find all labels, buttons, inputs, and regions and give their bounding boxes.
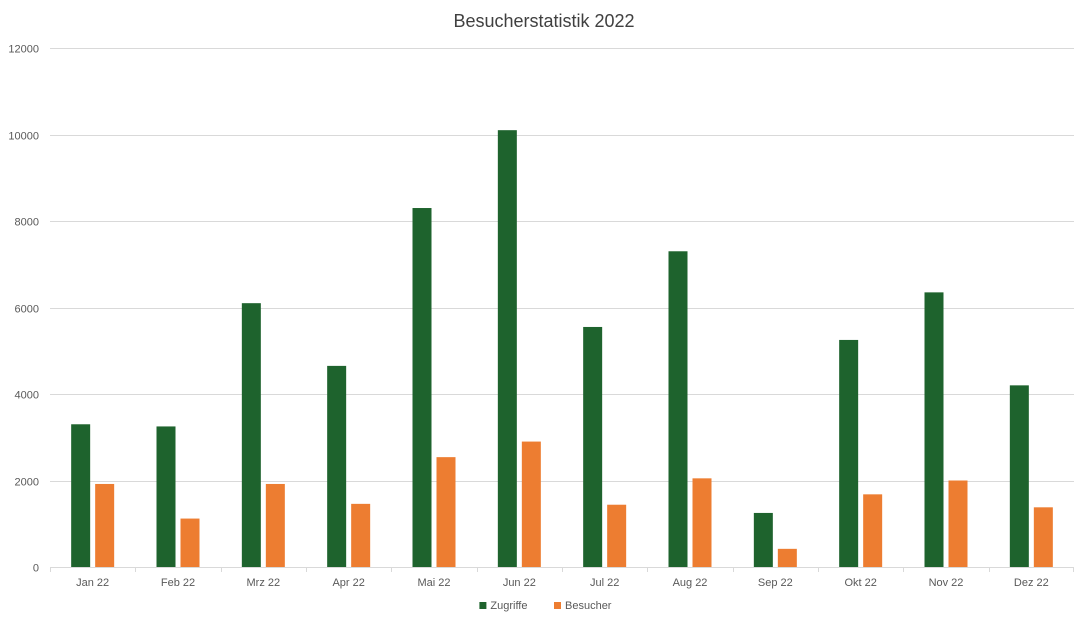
bar-zugriffe [412, 208, 432, 567]
bar-besucher [1033, 507, 1053, 567]
x-tick-label: Okt 22 [844, 577, 876, 589]
chart-title: Besucherstatistik 2022 [453, 11, 634, 31]
y-tick-label: 4000 [15, 390, 39, 402]
bar-zugriffe [497, 130, 517, 568]
bars [71, 130, 1053, 568]
y-tick-label: 8000 [15, 217, 39, 229]
bar-zugriffe [156, 426, 176, 567]
legend-swatch-zugriffe [479, 602, 487, 609]
axes: 0 2000 4000 6000 8000 10000 12000 Jan 22 Feb 22 M… [8, 44, 1074, 589]
bar-zugriffe [924, 292, 944, 567]
bar-besucher [948, 480, 968, 567]
legend-label-besucher: Besucher [565, 600, 612, 612]
x-tick-label: Jul 22 [590, 577, 619, 589]
y-tick-label: 2000 [15, 477, 39, 489]
x-tick-label: Jun 22 [503, 577, 536, 589]
bar-besucher [265, 483, 285, 567]
bar-besucher [692, 478, 712, 567]
y-tick-label: 0 [33, 563, 39, 575]
y-tick-label: 12000 [8, 44, 39, 56]
x-tick-label: Aug 22 [673, 577, 708, 589]
bar-zugriffe [241, 303, 261, 567]
y-tick-label: 10000 [8, 131, 39, 143]
bar-besucher [95, 483, 115, 567]
bar-besucher [777, 548, 797, 567]
x-tick-label: Mai 22 [417, 577, 450, 589]
bar-zugriffe [583, 326, 603, 567]
bar-zugriffe [839, 339, 859, 567]
x-tick-label: Feb 22 [161, 577, 195, 589]
bar-besucher [436, 457, 456, 567]
bar-zugriffe [327, 365, 347, 567]
bar-zugriffe [71, 424, 91, 567]
legend: Zugriffe Besucher [479, 600, 612, 612]
bar-besucher [863, 494, 883, 567]
legend-label-zugriffe: Zugriffe [490, 600, 527, 612]
y-tick-label: 6000 [15, 304, 39, 316]
x-tick-label: Jan 22 [76, 577, 109, 589]
x-tick-label: Apr 22 [332, 577, 364, 589]
x-tick-label: Nov 22 [929, 577, 964, 589]
gridlines [50, 48, 1074, 482]
x-tick-label: Mrz 22 [247, 577, 281, 589]
bar-besucher [351, 503, 371, 567]
x-tick-label: Dez 22 [1014, 577, 1049, 589]
bar-zugriffe [668, 251, 688, 567]
bar-besucher [607, 504, 627, 567]
x-tick-label: Sep 22 [758, 577, 793, 589]
bar-zugriffe [1009, 385, 1029, 567]
legend-swatch-besucher [554, 602, 561, 609]
bar-besucher [521, 441, 541, 567]
bar-zugriffe [753, 512, 773, 567]
bar-besucher [180, 518, 200, 567]
